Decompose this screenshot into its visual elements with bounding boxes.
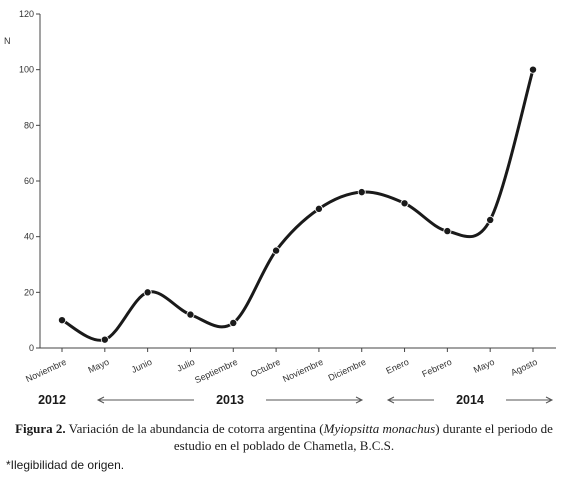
x-tick-label: Febrero (420, 357, 453, 379)
chart-axes: N (4, 14, 556, 349)
y-axis-ticks: 0 20 40 60 80 100 120 (19, 9, 40, 353)
caption-text-after: ) durante el periodo de estudio en el po… (173, 421, 553, 453)
caption-text-before: Variación de la abundancia de cotorra ar… (65, 421, 324, 436)
data-point (143, 288, 152, 297)
x-tick-label: Agosto (509, 357, 539, 378)
year-label: 2012 (38, 393, 66, 407)
x-tick-label: Junio (130, 357, 154, 375)
arrowhead-left-icon (96, 396, 105, 404)
data-point (229, 318, 238, 327)
x-tick-label: Mayo (86, 357, 110, 375)
year-label: 2014 (456, 393, 484, 407)
arrowhead-right-icon (355, 396, 364, 404)
data-point (314, 204, 323, 213)
data-point (186, 310, 195, 319)
data-point (272, 246, 281, 255)
arrowhead-right-icon (545, 396, 554, 404)
y-tick-label: 0 (29, 343, 34, 353)
series-line (61, 69, 535, 342)
y-tick-label: 100 (19, 65, 34, 75)
line-chart: N 0 20 40 60 80 100 120 Noviembre Mayo Junio Juli… (4, 9, 556, 407)
y-tick-label: 60 (24, 176, 34, 186)
data-point (486, 215, 495, 224)
x-tick-label: Enero (384, 357, 410, 376)
data-point (529, 65, 538, 74)
data-point (400, 199, 409, 208)
arrowhead-left-icon (386, 396, 395, 404)
data-point (58, 316, 67, 325)
x-tick-label: Julio (175, 357, 196, 374)
y-tick-label: 120 (19, 9, 34, 19)
year-label: 2013 (216, 393, 244, 407)
caption-species: Myiopsitta monachus (323, 421, 436, 436)
footnote: *Ilegibilidad de origen. (6, 458, 125, 472)
series-abundancia (58, 65, 538, 344)
x-tick-label: Diciembre (327, 357, 368, 383)
y-axis-label: N (4, 36, 11, 46)
x-tick-label: Noviembre (281, 357, 325, 384)
x-tick-label: Mayo (472, 357, 496, 375)
x-tick-label: Octubre (249, 357, 282, 380)
data-point (443, 227, 452, 236)
y-tick-label: 40 (24, 232, 34, 242)
y-tick-label: 80 (24, 120, 34, 130)
data-point (357, 188, 366, 197)
x-tick-label: Septiembre (193, 357, 239, 386)
data-point (100, 335, 109, 344)
y-tick-label: 20 (24, 287, 34, 297)
x-tick-label: Noviembre (24, 357, 68, 384)
figure-label: Figura 2. (15, 421, 66, 436)
figure-caption: Figura 2. Variación de la abundancia de … (14, 420, 554, 454)
year-bands: 2012 2013 2014 (38, 393, 554, 407)
